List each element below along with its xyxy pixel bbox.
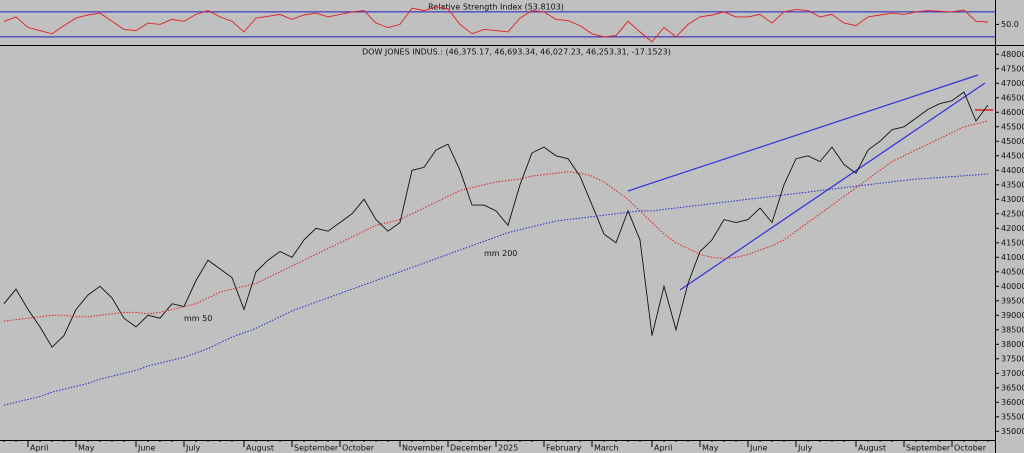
- x-tick-label: March: [594, 444, 618, 453]
- y-tick-label: 50.0: [1001, 20, 1019, 29]
- y-tick-label: 42000: [1001, 224, 1024, 233]
- y-tick-label: 45500: [1001, 122, 1024, 131]
- y-tick-label: 35500: [1001, 412, 1024, 421]
- series-line: [3, 173, 989, 406]
- y-tick-label: 48000: [1001, 50, 1024, 59]
- x-tick-label: August: [858, 444, 886, 453]
- x-tick-label: August: [246, 444, 274, 453]
- y-tick-label: 40500: [1001, 267, 1024, 276]
- series-line: [3, 91, 989, 348]
- x-tick-label: February: [546, 444, 582, 453]
- x-tick-label: September: [906, 444, 951, 453]
- price-title: DOW JONES INDUS.: (46,375.17, 46,693.34,…: [362, 48, 671, 57]
- rsi-title: Relative Strength Index (53.8103): [428, 3, 564, 12]
- trend-line: [627, 74, 979, 192]
- y-tick-label: 40000: [1001, 282, 1024, 291]
- y-tick-label: 43500: [1001, 180, 1024, 189]
- y-tick-label: 42500: [1001, 209, 1024, 218]
- series-label: mm 50: [184, 314, 212, 323]
- y-tick-label: 39000: [1001, 311, 1024, 320]
- x-tick-label: April: [654, 444, 672, 453]
- y-tick-label: 37500: [1001, 354, 1024, 363]
- x-tick-label: June: [749, 444, 768, 453]
- y-tick-label: 47500: [1001, 64, 1024, 73]
- y-tick-label: 43000: [1001, 195, 1024, 204]
- series-line: [3, 6, 989, 43]
- y-tick-label: 36000: [1001, 398, 1024, 407]
- y-tick-label: 44500: [1001, 151, 1024, 160]
- y-tick-label: 46500: [1001, 93, 1024, 102]
- y-tick-label: 35000: [1001, 427, 1024, 436]
- x-tick-label: 2025: [498, 444, 518, 453]
- x-tick-label: December: [450, 444, 492, 453]
- x-tick-label: October: [342, 444, 375, 453]
- y-tick-label: 38000: [1001, 340, 1024, 349]
- x-tick-label: October: [954, 444, 987, 453]
- series-label: mm 200: [484, 249, 517, 258]
- x-tick-label: July: [797, 444, 813, 453]
- y-tick-label: 44000: [1001, 166, 1024, 175]
- x-tick-label: May: [78, 444, 95, 453]
- y-tick-label: 38500: [1001, 325, 1024, 334]
- x-tick-label: April: [30, 444, 48, 453]
- series-line: [3, 120, 989, 322]
- x-tick-label: June: [137, 444, 156, 453]
- y-tick-label: 46000: [1001, 108, 1024, 117]
- y-tick-label: 41500: [1001, 238, 1024, 247]
- y-tick-label: 47000: [1001, 79, 1024, 88]
- y-tick-label: 41000: [1001, 253, 1024, 262]
- x-tick-label: September: [294, 444, 339, 453]
- trend-line: [679, 82, 986, 291]
- y-tick-label: 45000: [1001, 137, 1024, 146]
- x-tick-label: May: [702, 444, 719, 453]
- x-tick-label: July: [185, 444, 201, 453]
- x-tick-label: November: [402, 444, 444, 453]
- y-tick-label: 39500: [1001, 296, 1024, 305]
- y-tick-label: 36500: [1001, 383, 1024, 392]
- y-tick-label: 37000: [1001, 369, 1024, 378]
